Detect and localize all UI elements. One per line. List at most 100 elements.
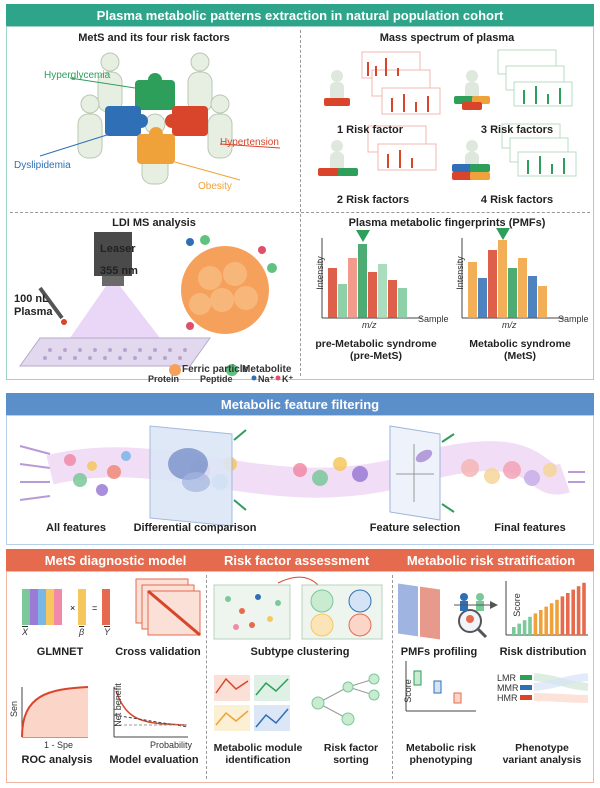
module-identification-label: Metabolic module identification [206, 742, 310, 766]
roc-label: ROC analysis [21, 754, 93, 766]
risk-distribution-bar [517, 623, 521, 635]
leaser-label: Leaser [100, 243, 136, 255]
feature-selection-label: Feature selection [369, 522, 461, 534]
plasma-volume-label: 100 nL Plasma [14, 293, 53, 318]
panel-a-title-bar: Plasma metabolic patterns extraction in … [6, 4, 594, 26]
pmf-bar-illustration [321, 228, 564, 319]
risk-distribution-bar [560, 596, 565, 635]
feature-filtering-illustration [19, 425, 585, 527]
na-label: Na⁺ [258, 374, 275, 384]
pmf-intensity-right: Intensity [454, 256, 465, 290]
pmf-sample-right: Sample [558, 314, 589, 324]
risk-distribution-bar [576, 586, 581, 635]
pmf-mz-left: m/z [362, 320, 377, 330]
label-hypertension: Hypertension [220, 137, 279, 148]
panel-c-heading-3: Metabolic risk stratification [406, 552, 576, 568]
score-label-pheno: Score [402, 679, 413, 703]
glmnet-label: GLMNET [36, 646, 84, 658]
risk-distribution-bar [522, 620, 527, 635]
risk-distribution-bar [582, 582, 586, 635]
label-3-risk: 3 Risk factors [480, 124, 554, 136]
spe-label: 1 - Spe [44, 740, 74, 750]
puzzle-blue [105, 106, 148, 136]
differential-comparison-label: Differential comparison [133, 522, 257, 534]
sen-label: Sen [9, 700, 20, 718]
panel-a-divider-v [300, 30, 301, 376]
variant-analysis-label: Phenotype variant analysis [490, 742, 594, 766]
risk-distribution-bar [571, 589, 575, 635]
hmr-label: HMR [497, 693, 518, 703]
risk-factor-illustration [213, 576, 383, 731]
panel-a-title: Plasma metabolic patterns extraction in … [96, 7, 504, 23]
panel-c-frame [6, 571, 594, 783]
panel-c-divider-2 [392, 575, 393, 779]
nm-label: 355 nm [100, 265, 138, 277]
pre-mets-line1: pre-Metabolic syndrome [315, 338, 437, 350]
risk-distribution-bar [544, 606, 548, 635]
risk-distribution-bar [549, 603, 554, 635]
svg-text:×: × [70, 603, 75, 613]
panel-c-title-bar: MetS diagnostic model Risk factor assess… [6, 549, 594, 571]
protein-label: Protein [148, 374, 180, 384]
ferric-cluster [181, 246, 269, 334]
k-label: K⁺ [282, 374, 294, 384]
probability-label: Probability [150, 740, 193, 750]
risk-distribution-bar [528, 616, 532, 635]
subtype-clustering-label: Subtype clustering [250, 646, 350, 658]
panel-b-frame [6, 415, 594, 545]
pre-mets-line2: (pre-MetS) [350, 350, 402, 363]
puzzle-green [135, 73, 175, 110]
variant-line1: Phenotype [515, 742, 569, 754]
risk-distribution-bar [539, 610, 543, 635]
x-bar-label: X [22, 627, 29, 637]
mets-label: Metabolic syndrome (MetS) [450, 338, 590, 362]
mass-spectra-illustration [318, 49, 577, 180]
label-4-risk: 4 Risk factors [480, 194, 554, 206]
module-line2: identification [225, 754, 291, 767]
label-obesity: Obesity [198, 181, 232, 192]
mmr-label: MMR [497, 683, 519, 693]
lmr-label: LMR [497, 673, 517, 683]
beta-label: β [79, 627, 85, 637]
plasma-volume-line2: Plasma [14, 305, 53, 318]
diagnostic-model-illustration: × = [21, 578, 201, 738]
sorting-line1: Risk factor [323, 742, 379, 754]
sorting-line2: sorting [333, 754, 369, 767]
risk-distribution-bar [555, 599, 559, 635]
mets-line2: (MetS) [503, 350, 537, 363]
pre-mets-label: pre-Metabolic syndrome (pre-MetS) [306, 338, 446, 362]
model-evaluation-label: Model evaluation [109, 754, 199, 766]
panel-c-heading-2: Risk factor assessment [223, 552, 370, 568]
panel-c-heading-1: MetS diagnostic model [44, 552, 187, 568]
plasma-volume-line1: 100 nL [14, 293, 49, 305]
puzzle-orange [137, 127, 175, 164]
mass-title: Mass spectrum of plasma [379, 32, 515, 44]
panel-a-divider-h [10, 212, 590, 213]
panel-c-divider-1 [206, 575, 207, 779]
risk-distribution-bar [533, 613, 538, 635]
pmf-mz-right: m/z [502, 320, 517, 330]
peptide-label: Peptide [200, 374, 233, 384]
pmf-title: Plasma metabolic fingerprints (PMFs) [348, 217, 546, 229]
label-hyperglycemia: Hyperglycemia [44, 70, 111, 81]
y-bar-label: Y [104, 627, 111, 637]
net-benefit-label: Net benefit [112, 683, 123, 727]
risk-stratification-illustration [398, 581, 589, 712]
panel-a-frame [6, 26, 594, 380]
pheno-line2: phenotyping [409, 754, 473, 767]
module-line1: Metabolic module [213, 742, 303, 754]
metabolite-label: Metabolite [242, 364, 292, 375]
pmf-sample-left: Sample [418, 314, 449, 324]
variant-line2: variant analysis [502, 754, 582, 767]
label-1-risk: 1 Risk factor [336, 124, 404, 136]
svg-text:=: = [92, 603, 97, 613]
cross-validation-label: Cross validation [115, 646, 201, 658]
panel-b-title-bar: Metabolic feature filtering [6, 393, 594, 415]
ldi-illustration [19, 232, 281, 381]
phenotyping-label: Metabolic risk phenotyping [396, 742, 486, 766]
risk-distribution-bar [512, 627, 516, 635]
ldi-title: LDI MS analysis [112, 217, 196, 229]
mets-line1: Metabolic syndrome [469, 338, 571, 350]
ferric-label: Ferric particle [182, 364, 249, 375]
label-dyslipidemia: Dyslipidemia [14, 160, 71, 171]
